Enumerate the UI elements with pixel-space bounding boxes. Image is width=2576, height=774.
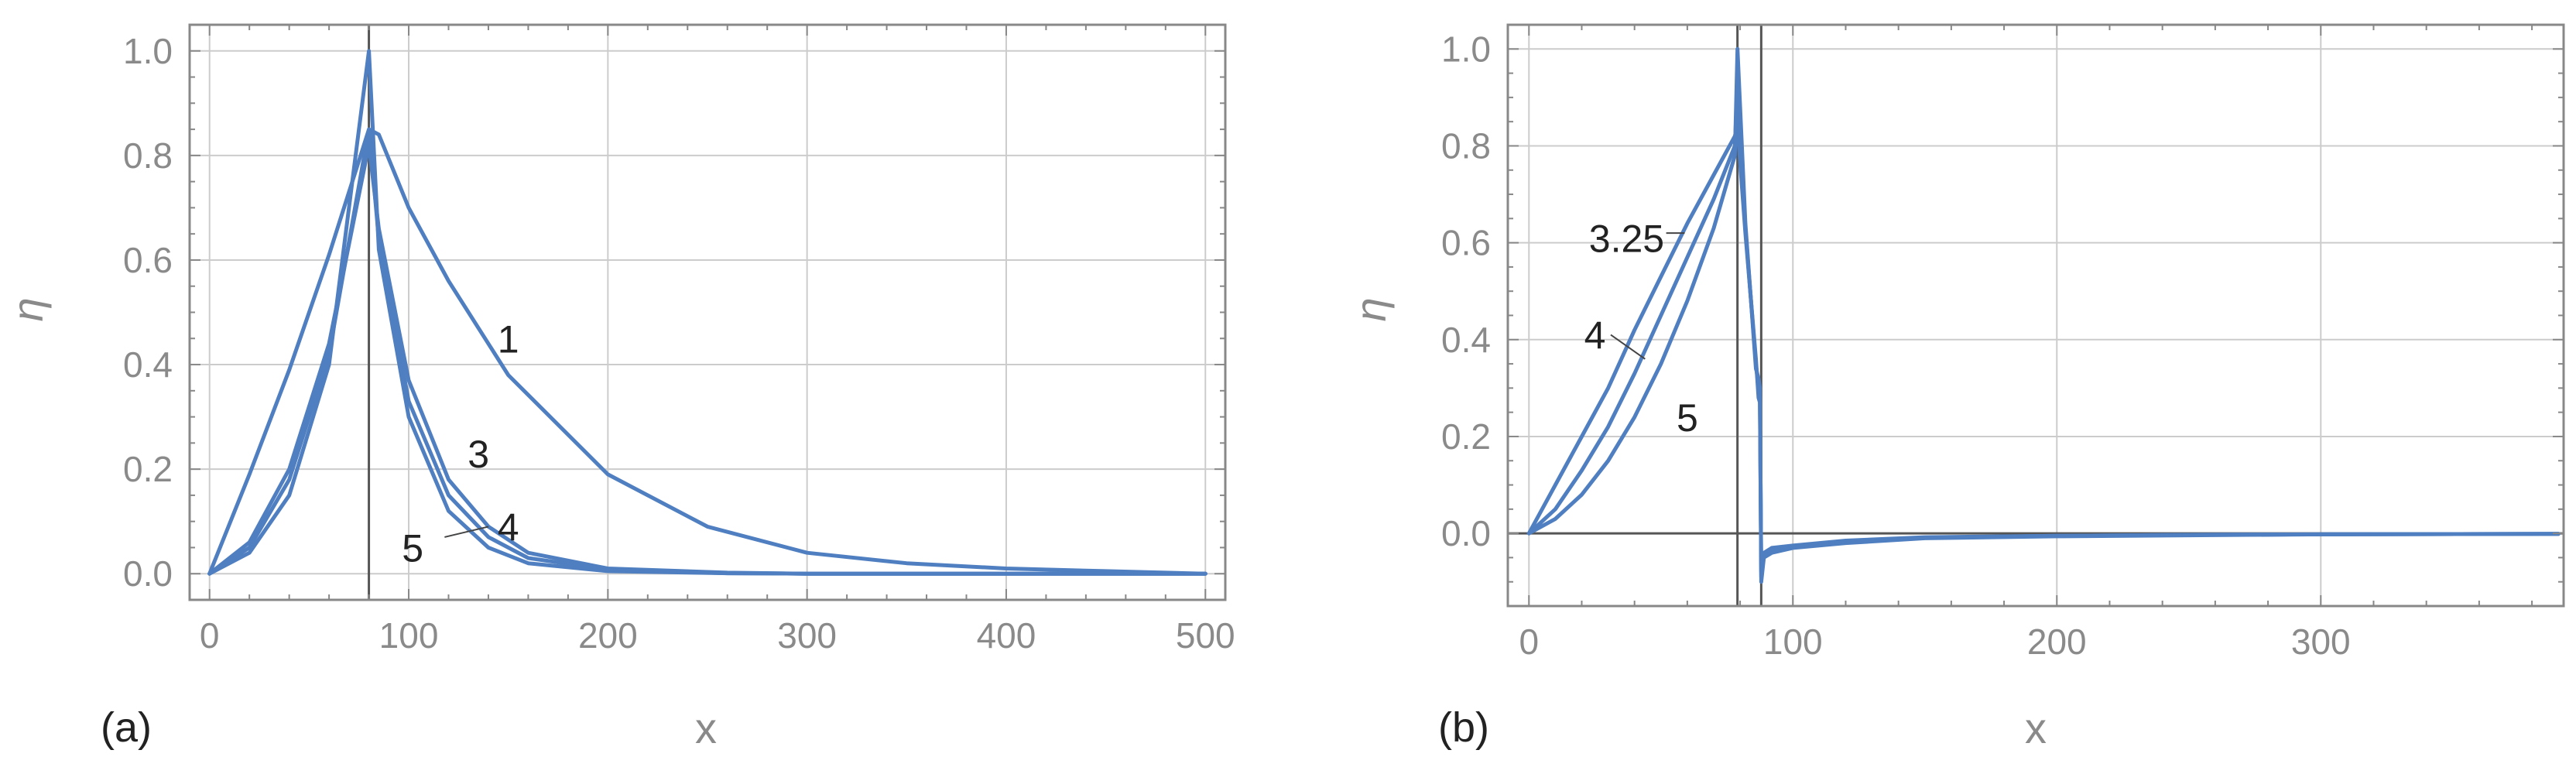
curve-annotation: 5	[1677, 396, 1698, 440]
y-tick-label: 0.0	[123, 553, 173, 594]
y-tick-label: 0.4	[123, 344, 173, 385]
plot-frame	[1506, 23, 2565, 608]
x-axis-label: x	[695, 704, 717, 752]
y-tick-label: 0.6	[123, 240, 173, 280]
series-line-1	[207, 127, 1208, 576]
series-line-3-25	[1526, 124, 2561, 574]
panel-label: (a)	[101, 704, 152, 751]
y-tick-label: 0.2	[123, 449, 173, 489]
y-axis-label: η	[3, 297, 52, 321]
chart-panel-b: 0 100 200 300 0.0 0.2 0.4 0.6 0.8 1.0 x η (b) 3.25 4 5	[1346, 23, 2565, 752]
x-tick-label: 300	[777, 615, 837, 656]
x-tick-label: 0	[200, 615, 220, 656]
y-tick-label: 0.6	[1441, 223, 1491, 263]
y-tick-label: 0.0	[1441, 513, 1491, 553]
plot-frame	[188, 23, 1227, 601]
x-tick-label: 100	[379, 615, 439, 656]
series-line-3	[207, 142, 1208, 576]
x-axis-label: x	[2025, 704, 2047, 752]
annotation-leader-line	[1610, 334, 1646, 360]
y-tick-label: 0.2	[1441, 416, 1491, 457]
series-line-5	[207, 49, 1208, 576]
y-tick-label: 0.8	[123, 135, 173, 176]
curve-annotation: 3	[468, 433, 489, 476]
y-tick-label: 0.8	[1441, 125, 1491, 166]
y-tick-label: 1.0	[123, 31, 173, 71]
curve-annotation: 4	[1584, 314, 1606, 358]
panel-label: (b)	[1438, 704, 1489, 751]
x-tick-label: 400	[977, 615, 1036, 656]
x-tick-label: 100	[1763, 622, 1823, 662]
curve-annotation: 5	[402, 526, 423, 570]
x-tick-label: 200	[578, 615, 638, 656]
series-line-4	[1526, 85, 2561, 579]
x-tick-label: 300	[2291, 622, 2351, 662]
annotation-leader-line	[444, 526, 489, 538]
curve-annotation: 1	[498, 317, 519, 361]
y-axis-label: η	[1346, 297, 1395, 321]
x-tick-label: 500	[1176, 615, 1235, 656]
x-tick-label: 0	[1519, 622, 1539, 662]
series-line-4	[207, 127, 1208, 576]
y-tick-label: 0.4	[1441, 320, 1491, 360]
curve-annotation: 3.25	[1589, 217, 1664, 260]
chart-panel-a: 0 100 200 300 400 500 0.0 0.2 0.4 0.6 0.8 1.0 x η (a) 1…	[3, 23, 1235, 752]
y-tick-label: 1.0	[1441, 29, 1491, 69]
series-line-5	[1526, 46, 2561, 584]
x-tick-label: 200	[2027, 622, 2087, 662]
curve-annotation: 4	[498, 505, 519, 549]
